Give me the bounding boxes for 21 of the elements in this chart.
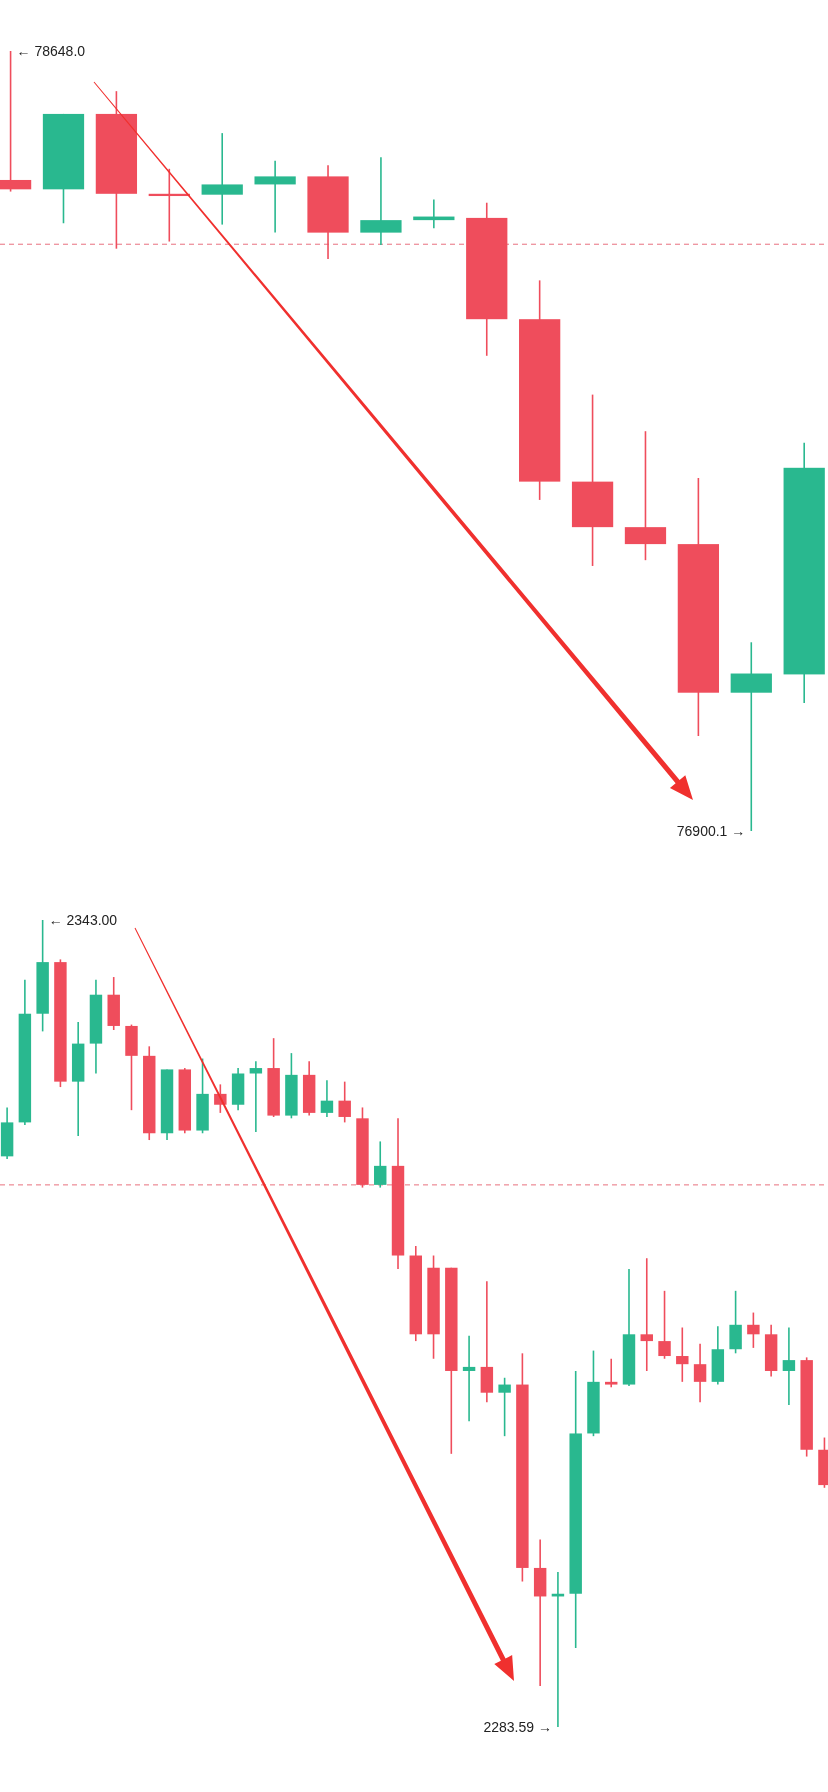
candlestick — [605, 1357, 618, 1389]
candlestick — [462, 1334, 476, 1423]
candlestick — [338, 1080, 351, 1124]
annotation: 76900.1 → — [676, 822, 746, 839]
candlestick — [360, 156, 402, 246]
candlestick — [640, 1257, 653, 1372]
candlestick — [658, 1290, 671, 1360]
candlestick — [624, 430, 667, 561]
candlestick — [201, 132, 243, 226]
candlestick — [498, 1376, 511, 1437]
candlestick — [747, 1311, 760, 1349]
candlestick — [782, 1326, 796, 1406]
candlestick — [374, 1140, 387, 1189]
annotation: ← 78648.0 — [16, 42, 86, 59]
candlestick — [730, 641, 772, 832]
annotation: ← 2343.00 — [48, 911, 118, 928]
annotation: 2283.59 → — [483, 1718, 552, 1735]
candlestick — [693, 1343, 707, 1404]
candlestick — [254, 159, 296, 234]
candlestick — [320, 1079, 334, 1118]
candlestick — [676, 1326, 689, 1383]
